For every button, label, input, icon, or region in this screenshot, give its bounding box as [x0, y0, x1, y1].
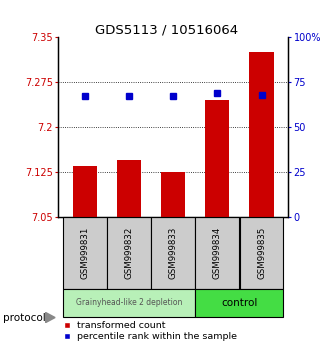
- Bar: [161, 172, 185, 217]
- Text: GSM999833: GSM999833: [168, 227, 178, 279]
- Bar: [205, 100, 229, 217]
- Bar: [63, 217, 107, 289]
- Bar: [63, 289, 195, 317]
- Bar: [195, 217, 239, 289]
- Bar: [117, 160, 141, 217]
- Text: GSM999835: GSM999835: [257, 227, 266, 279]
- Text: GSM999831: GSM999831: [80, 227, 89, 279]
- Text: GDS5113 / 10516064: GDS5113 / 10516064: [95, 23, 238, 36]
- Text: protocol: protocol: [3, 313, 46, 323]
- Text: Grainyhead-like 2 depletion: Grainyhead-like 2 depletion: [76, 298, 182, 308]
- Bar: [195, 289, 283, 317]
- Text: GSM999834: GSM999834: [213, 227, 222, 279]
- Text: GSM999832: GSM999832: [125, 227, 134, 279]
- Bar: [151, 217, 195, 289]
- Bar: [249, 52, 274, 217]
- Polygon shape: [46, 313, 55, 322]
- Bar: [240, 217, 283, 289]
- Bar: [107, 217, 151, 289]
- Bar: [73, 166, 97, 217]
- Text: control: control: [221, 298, 258, 308]
- Legend: transformed count, percentile rank within the sample: transformed count, percentile rank withi…: [63, 320, 238, 342]
